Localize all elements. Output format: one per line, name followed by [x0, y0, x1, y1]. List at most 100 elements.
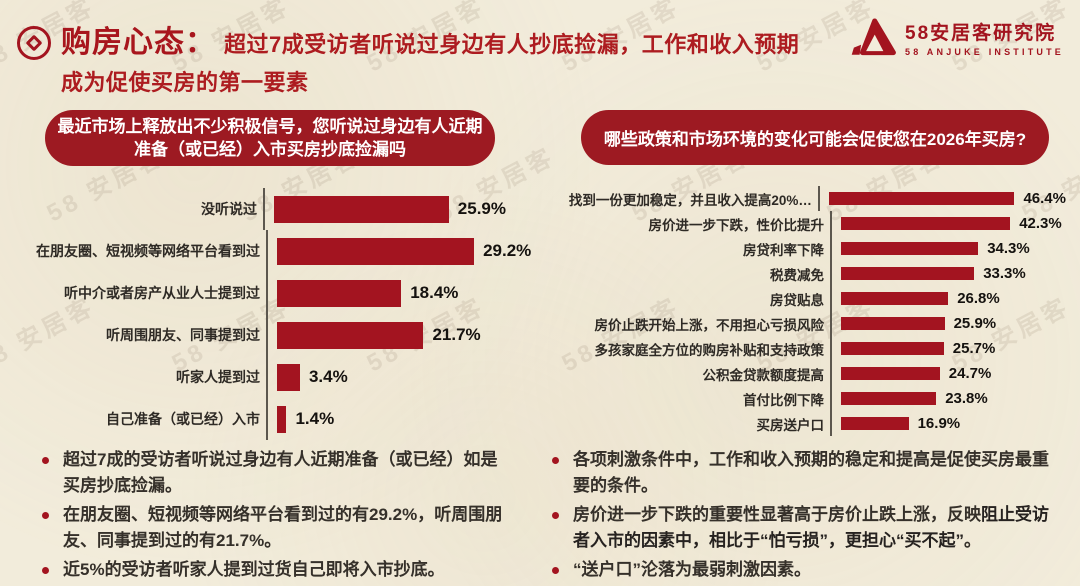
chart-row: 没听说过 25.9% — [36, 188, 506, 230]
bullet-dot — [42, 567, 49, 574]
bar-track: 34.3% — [830, 236, 1066, 261]
bullet-dot — [42, 457, 49, 464]
value-label: 18.4% — [410, 283, 459, 302]
chart-row: 买房送户口 16.9% — [556, 411, 1066, 436]
insight-text: “送户口”沦落为最弱刺激因素。 — [573, 560, 811, 579]
chart-row: 首付比例下降 23.8% — [556, 386, 1066, 411]
insight-bullet: 在朋友圈、短视频等网络平台看到过的有29.2%，听周围朋友、同事提到过的有21.… — [42, 502, 508, 554]
insight-text: 超过7成的受访者听说过身边有人近期准备（或已经）如是买房抄底捡漏。 — [63, 450, 498, 495]
bar-track: 16.9% — [830, 411, 1066, 436]
category-label: 房价进一步下跌，性价比提升 — [648, 217, 825, 233]
category-label: 找到一份更加稳定，并且收入提高20%… — [568, 192, 812, 208]
value-label: 25.9% — [953, 315, 997, 332]
category-label: 房贷利率下降 — [743, 242, 824, 258]
chart-row: 房价进一步下跌，性价比提升 42.3% — [556, 211, 1066, 236]
bar — [277, 405, 287, 433]
value-label: 16.9% — [917, 415, 961, 432]
chart-row: 多孩家庭全方位的购房补贴和支持政策 25.7% — [556, 336, 1066, 361]
insight-text: 近5%的受访者听家人提到过货自己即将入市抄底。 — [63, 560, 445, 579]
chart-row: 房价止跌开始上涨，不用担心亏损风险 25.9% — [556, 311, 1066, 336]
bar — [841, 292, 949, 305]
bar — [841, 242, 979, 255]
bar-track: 33.3% — [830, 261, 1066, 286]
question-left-line1: 最近市场上释放出不少积极信号，您听说过身边有人近期 — [57, 117, 483, 136]
question-box-left: 最近市场上释放出不少积极信号，您听说过身边有人近期 准备（或已经）入市买房抄底捡… — [45, 110, 495, 166]
value-label: 33.3% — [983, 265, 1026, 282]
chart-row: 听中介或者房产从业人士提到过 18.4% — [36, 272, 506, 314]
insights-right: 各项刺激条件中，工作和收入预期的稳定和提高是促使买房最重要的条件。 房价进一步下跌… — [552, 447, 1054, 583]
bar — [841, 392, 937, 405]
question-box-right: 哪些政策和市场环境的变化可能会促使您在2026年买房? — [581, 110, 1049, 165]
chart-row: 公积金贷款额度提高 24.7% — [556, 361, 1066, 386]
value-label: 21.7% — [432, 325, 481, 344]
value-label: 23.8% — [945, 390, 988, 407]
anjuke-logo-icon — [851, 18, 896, 56]
bar-track: 24.7% — [830, 361, 1066, 386]
bar — [273, 195, 449, 223]
coin-icon — [17, 26, 51, 60]
bar-track: 3.4% — [266, 356, 506, 398]
bar-track: 46.4% — [817, 186, 1066, 211]
question-left-line2: 准备（或已经）入市买房抄底捡漏吗 — [134, 140, 406, 159]
brand-name-en: 58 ANJUKE INSTITUTE — [905, 47, 1064, 57]
chart-row: 在朋友圈、短视频等网络平台看到过 29.2% — [36, 230, 531, 272]
category-label: 买房送户口 — [756, 417, 825, 433]
category-label: 多孩家庭全方位的购房补贴和支持政策 — [594, 342, 825, 358]
category-label: 税费减免 — [770, 267, 824, 283]
value-label: 34.3% — [987, 240, 1030, 257]
value-label: 1.4% — [295, 409, 335, 428]
chart-row: 听家人提到过 3.4% — [36, 356, 506, 398]
bullet-dot — [552, 567, 559, 574]
bar-track: 26.8% — [830, 286, 1066, 311]
bullet-dot — [42, 512, 49, 519]
value-label: 25.9% — [457, 199, 506, 218]
insight-bullet: 超过7成的受访者听说过身边有人近期准备（或已经）如是买房抄底捡漏。 — [42, 447, 508, 499]
bar — [841, 417, 909, 430]
value-label: 3.4% — [308, 367, 348, 386]
chart-row: 税费减免 33.3% — [556, 261, 1066, 286]
page-subtitle-line2: 成为促使买房的第一要素 — [61, 70, 309, 95]
value-label: 24.7% — [948, 365, 992, 382]
value-label: 25.7% — [952, 340, 996, 357]
insight-text: 各项刺激条件中，工作和收入预期的稳定和提高是促使买房最重要的条件。 — [573, 450, 1049, 495]
value-label: 46.4% — [1023, 190, 1066, 207]
chart-row: 听周围朋友、同事提到过 21.7% — [36, 314, 506, 356]
bar-track: 25.7% — [830, 336, 1066, 361]
category-label: 在朋友圈、短视频等网络平台看到过 — [36, 243, 260, 259]
bar-track: 23.8% — [830, 386, 1066, 411]
bar-track: 42.3% — [830, 211, 1066, 236]
bullet-dot — [552, 457, 559, 464]
bar-track: 1.4% — [266, 398, 506, 440]
bar — [841, 217, 1011, 230]
category-label: 听周围朋友、同事提到过 — [106, 327, 260, 343]
category-label: 房贷贴息 — [770, 292, 824, 308]
page-title: 购房心态： — [61, 26, 216, 59]
category-label: 自己准备（或已经）入市 — [106, 411, 260, 427]
page-subtitle-line1: 超过7成受访者听说过身边有人抄底捡漏，工作和收入预期 — [224, 32, 800, 57]
page-header: 购房心态： 超过7成受访者听说过身边有人抄底捡漏，工作和收入预期 成为促使买房的… — [61, 17, 799, 97]
value-label: 29.2% — [483, 241, 532, 260]
bar — [277, 237, 475, 265]
insight-text: 在朋友圈、短视频等网络平台看到过的有29.2%，听周围朋友、同事提到过的有21.… — [63, 505, 503, 550]
insight-bullet: 各项刺激条件中，工作和收入预期的稳定和提高是促使买房最重要的条件。 — [552, 447, 1054, 499]
bar-chart-left: 没听说过 25.9% 在朋友圈、短视频等网络平台看到过 29.2% 听中介或者房产从业人… — [36, 188, 531, 440]
category-label: 听家人提到过 — [176, 369, 260, 385]
category-label: 听中介或者房产从业人士提到过 — [64, 285, 260, 301]
insight-bullet: 近5%的受访者听家人提到过货自己即将入市抄底。 — [42, 557, 508, 583]
value-label: 26.8% — [957, 290, 1000, 307]
bar-chart-right: 找到一份更加稳定，并且收入提高20%… 46.4% 房价进一步下跌，性价比提升 42.… — [556, 186, 1066, 436]
chart-row: 找到一份更加稳定，并且收入提高20%… 46.4% — [556, 186, 1066, 211]
chart-row: 房贷利率下降 34.3% — [556, 236, 1066, 261]
bar — [841, 342, 944, 355]
chart-row: 自己准备（或已经）入市 1.4% — [36, 398, 506, 440]
category-label: 公积金贷款额度提高 — [702, 367, 825, 383]
bar — [277, 321, 424, 349]
bullet-dot — [552, 512, 559, 519]
bar — [841, 317, 945, 330]
chart-row: 房贷贴息 26.8% — [556, 286, 1066, 311]
bar — [828, 192, 1015, 205]
category-label: 房价止跌开始上涨，不用担心亏损风险 — [594, 317, 825, 333]
category-label: 没听说过 — [200, 201, 257, 217]
value-label: 42.3% — [1019, 215, 1062, 232]
bar — [841, 367, 940, 380]
